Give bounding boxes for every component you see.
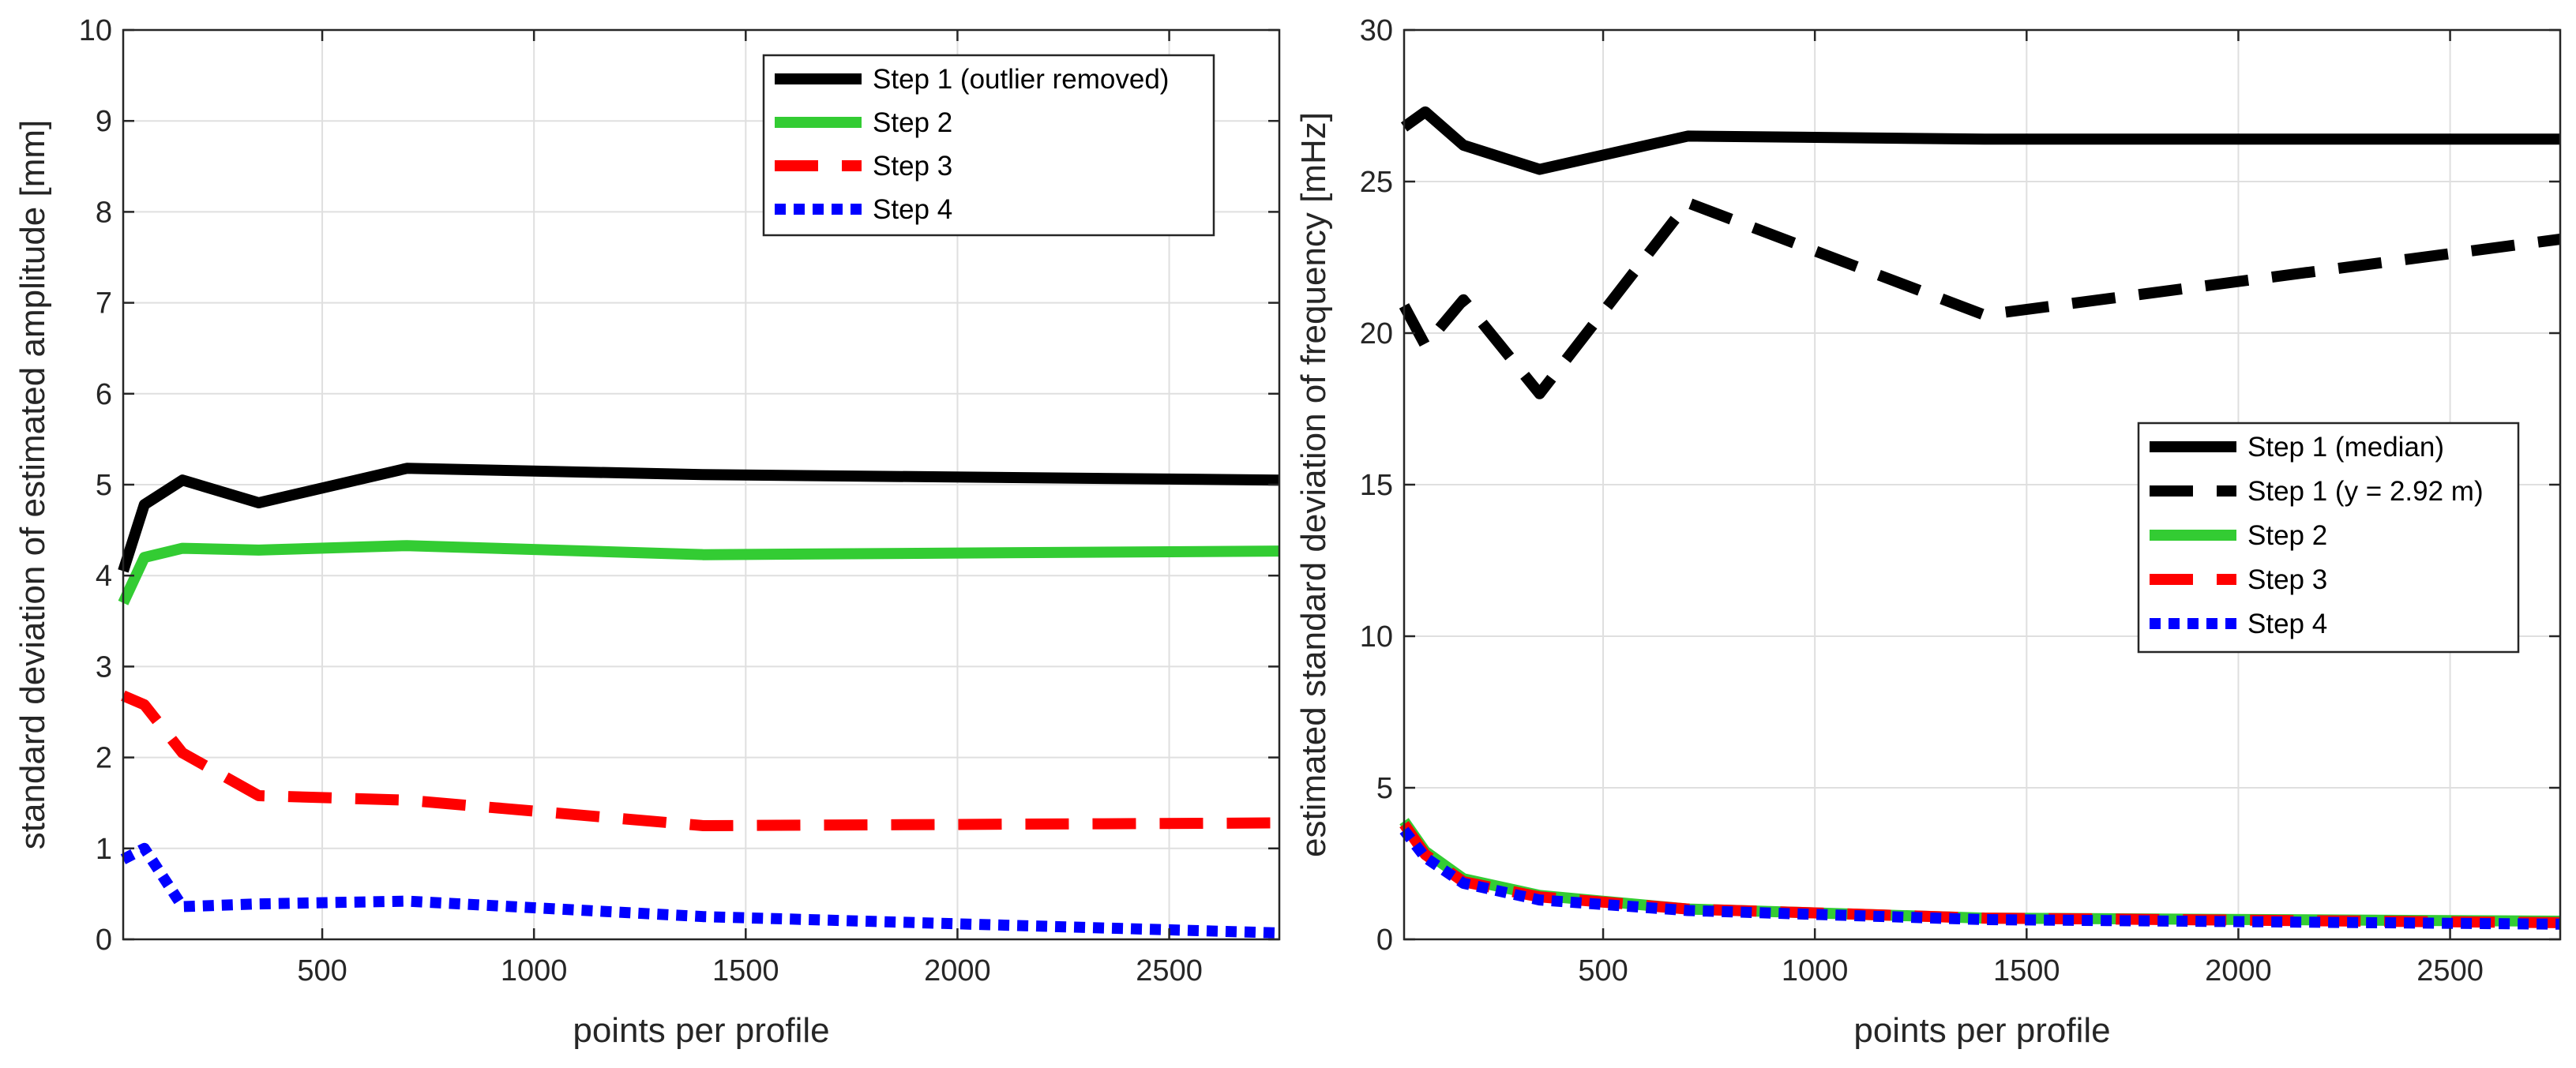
- x-tick-label: 1500: [1993, 954, 2060, 987]
- series-line-2: [118, 540, 1280, 605]
- chart-panel-2: 500 1000 1500 2000 2500 0 5 10 15 20 25 30 points pe…: [1294, 14, 2562, 1050]
- series-line-5: [1399, 826, 2561, 930]
- x-tick-label: 2500: [1136, 954, 1203, 987]
- x-tick-label: 500: [297, 954, 347, 987]
- legend-label: Step 4: [2247, 609, 2327, 639]
- y-tick-label: 4: [96, 560, 112, 593]
- legend-label: Step 3: [873, 151, 952, 182]
- legend-label: Step 4: [873, 194, 952, 225]
- y-axis-label: estimated standard deviation of frequenc…: [1294, 112, 1333, 857]
- series-line-4: [120, 842, 1280, 939]
- series-line-1: [118, 463, 1280, 573]
- legend-label: Step 1 (y = 2.92 m): [2247, 476, 2484, 507]
- y-tick-label: 30: [1360, 14, 1393, 47]
- x-axis-label: points per profile: [573, 1011, 829, 1050]
- x-tick-label: 1500: [712, 954, 779, 987]
- y-tick-label: 0: [1376, 924, 1393, 957]
- legend-label: Step 2: [873, 107, 952, 138]
- y-tick-label: 9: [96, 105, 112, 138]
- y-tick-label: 10: [1360, 620, 1393, 654]
- series-line-2: [1399, 197, 2561, 399]
- y-tick-label: 1: [96, 833, 112, 866]
- legend: Step 1 (median) Step 1 (y = 2.92 m) Step 2…: [2137, 422, 2520, 654]
- x-tick-label: 1000: [501, 954, 568, 987]
- y-tick-label: 2: [96, 742, 112, 775]
- y-tick-label: 0: [96, 924, 112, 957]
- x-tick-label: 500: [1578, 954, 1628, 987]
- series-line-3: [121, 690, 1280, 831]
- y-tick-label: 25: [1360, 166, 1393, 199]
- y-tick-label: 7: [96, 287, 112, 320]
- y-tick-label: 6: [96, 378, 112, 411]
- legend-label: Step 1 (median): [2247, 432, 2444, 463]
- y-tick-label: 3: [96, 650, 112, 684]
- y-tick-label: 10: [79, 14, 112, 47]
- x-tick-label: 2000: [2205, 954, 2272, 987]
- y-axis-label: standard deviation of estimated amplitud…: [13, 120, 52, 849]
- y-tick-label: 5: [1376, 772, 1393, 805]
- legend-label: Step 2: [2247, 520, 2327, 551]
- legend-label: Step 3: [2247, 564, 2327, 595]
- x-axis-label: points per profile: [1853, 1011, 2110, 1050]
- y-tick-label: 8: [96, 196, 112, 229]
- y-tick-label: 15: [1360, 469, 1393, 502]
- chart-panel-1: 500 1000 1500 2000 2500 0 1 2 3 4 5 6 7 8 9 10 points pe…: [13, 14, 1281, 1050]
- y-tick-label: 20: [1360, 317, 1393, 350]
- x-tick-label: 2000: [924, 954, 991, 987]
- x-tick-label: 2500: [2416, 954, 2484, 987]
- legend: Step 1 (outlier removed) Step 2 Step 3 Step…: [762, 54, 1215, 237]
- x-tick-label: 1000: [1782, 954, 1849, 987]
- legend-label: Step 1 (outlier removed): [873, 64, 1169, 95]
- series-line-1: [1400, 106, 2560, 175]
- y-tick-label: 5: [96, 469, 112, 502]
